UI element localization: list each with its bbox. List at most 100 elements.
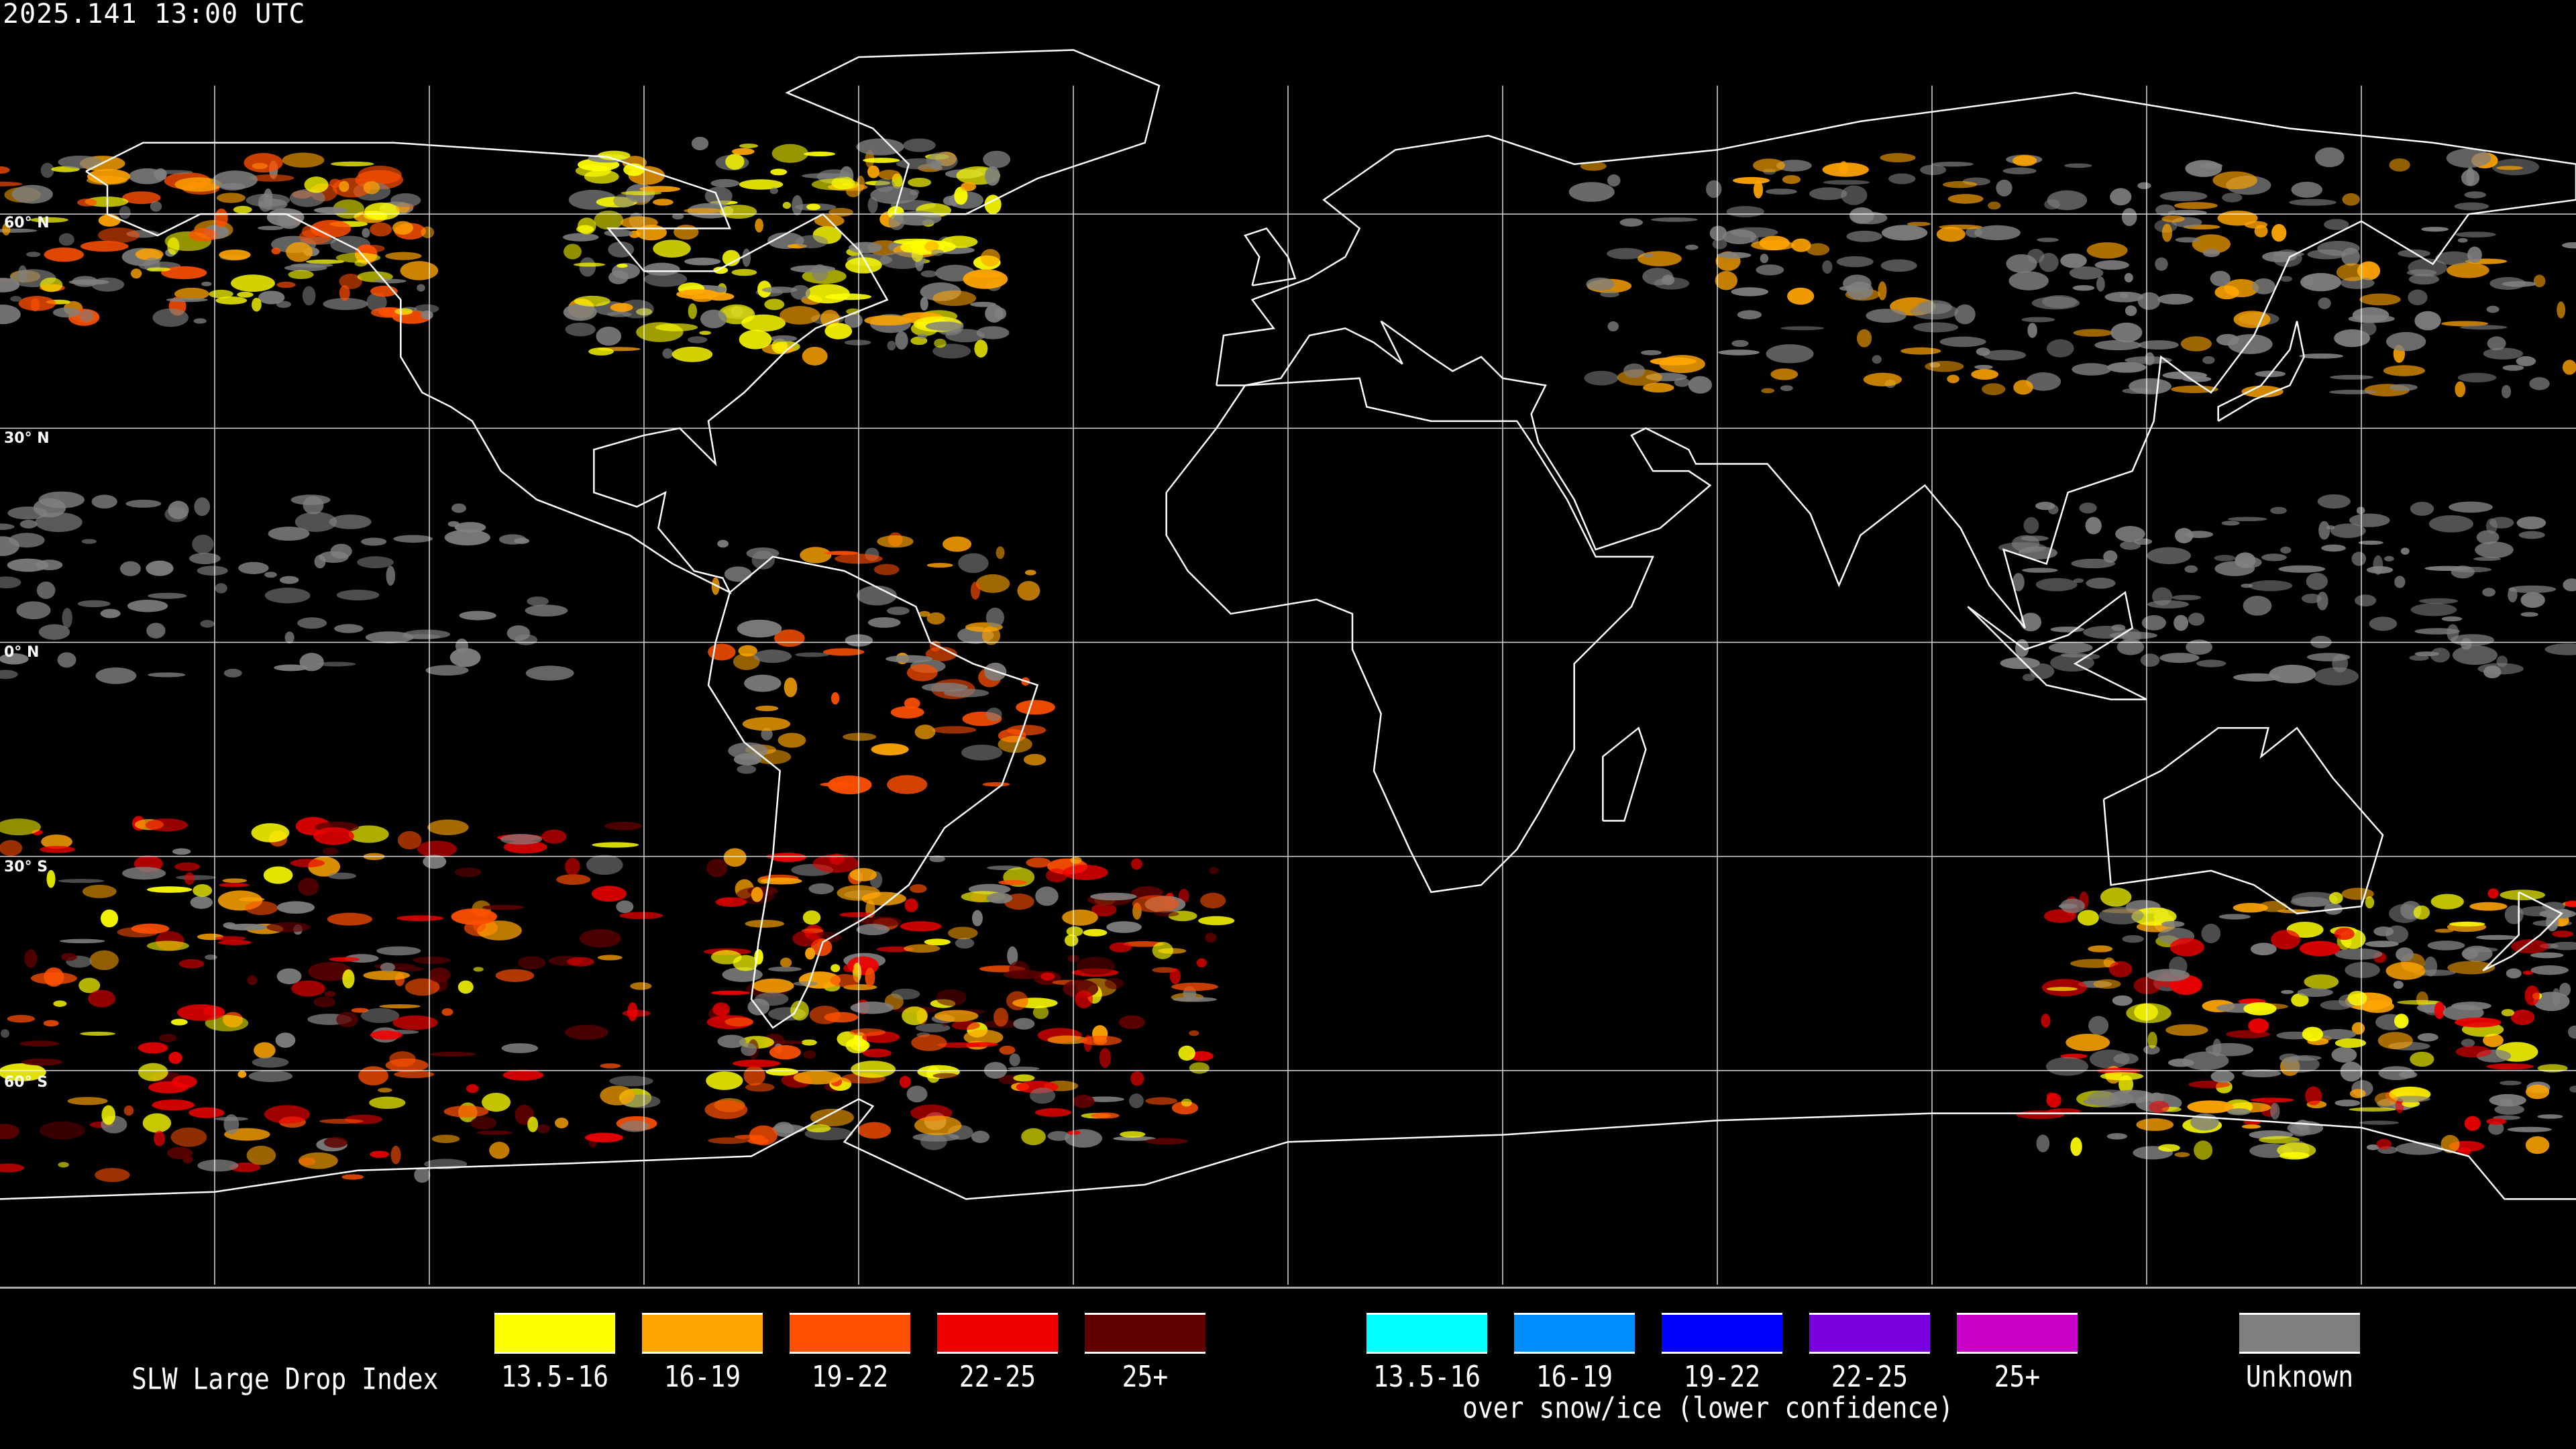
cloud-pixel-cluster <box>369 1096 406 1110</box>
cloud-pixel-cluster <box>223 1114 239 1134</box>
cloud-pixel-cluster <box>306 259 345 264</box>
cloud-pixel-cluster <box>2185 160 2222 177</box>
cloud-pixel-cluster <box>972 910 983 926</box>
cloud-pixel-cluster <box>2184 565 2198 574</box>
swatch-snow-2 <box>1662 1313 1782 1354</box>
cloud-pixel-cluster <box>249 174 294 182</box>
cloud-pixel-cluster <box>2013 380 2033 395</box>
cloud-pixel-cluster <box>712 1002 730 1016</box>
cloud-pixel-cluster <box>1130 1071 1144 1086</box>
cloud-pixel-cluster <box>2318 1029 2357 1040</box>
cloud-pixel-cluster <box>984 195 1002 215</box>
cloud-pixel-cluster <box>276 211 302 229</box>
cloud-pixel-cluster <box>970 301 997 307</box>
cloud-pixel-cluster <box>792 930 820 947</box>
cloud-pixel-cluster <box>2365 941 2399 948</box>
cloud-pixel-cluster <box>80 241 129 252</box>
cloud-pixel-cluster <box>2291 993 2309 1007</box>
cloud-pixel-cluster <box>2248 580 2293 592</box>
cloud-pixel-cluster <box>284 631 294 644</box>
cloud-pixel-cluster <box>1178 1045 1195 1061</box>
cloud-pixel-cluster <box>58 233 74 246</box>
cloud-pixel-cluster <box>1083 928 1108 936</box>
cloud-pixel-cluster <box>98 214 121 227</box>
cloud-pixel-cluster <box>691 136 709 150</box>
label-snow-4: 25+ <box>1994 1359 2041 1394</box>
cloud-pixel-cluster <box>1954 304 1976 325</box>
cloud-pixel-cluster <box>1021 1128 1046 1146</box>
cloud-pixel-cluster <box>0 669 18 680</box>
cloud-pixel-cluster <box>1880 259 1917 272</box>
cloud-pixel-cluster <box>2079 502 2097 514</box>
cloud-pixel-cluster <box>1145 1138 1188 1145</box>
cloud-pixel-cluster <box>138 1063 168 1081</box>
cloud-pixel-cluster <box>385 252 422 260</box>
cloud-pixel-cluster <box>2347 990 2367 1006</box>
cloud-pixel-cluster <box>1753 180 1764 199</box>
cloud-pixel-cluster <box>653 239 691 258</box>
cloud-pixel-cluster <box>1072 1095 1095 1108</box>
cloud-pixel-cluster <box>849 241 882 254</box>
cloud-pixel-cluster <box>282 152 325 168</box>
cloud-pixel-cluster <box>423 855 447 869</box>
cloud-pixel-cluster <box>616 263 628 268</box>
cloud-pixel-cluster <box>951 1020 980 1030</box>
snow-ice-caption: over snow/ice (lower confidence) <box>1462 1391 1954 1425</box>
cloud-pixel-cluster <box>742 716 791 731</box>
cloud-pixel-cluster <box>0 181 23 186</box>
cloud-pixel-cluster <box>2070 1137 2082 1157</box>
cloud-pixel-cluster <box>95 1167 130 1183</box>
cloud-pixel-cluster <box>2467 246 2482 264</box>
cloud-pixel-cluster <box>820 309 840 328</box>
cloud-pixel-cluster <box>604 821 643 830</box>
cloud-pixel-cluster <box>745 1083 775 1092</box>
cloud-pixel-cluster <box>963 1029 1004 1046</box>
cloud-pixel-cluster <box>862 1049 892 1058</box>
cloud-pixel-cluster <box>856 138 904 156</box>
cloud-pixel-cluster <box>2328 892 2343 904</box>
cloud-pixel-cluster <box>827 775 872 795</box>
cloud-pixel-cluster <box>2250 1097 2294 1103</box>
cloud-pixel-cluster <box>1189 1030 1199 1036</box>
cloud-pixel-cluster <box>2072 285 2095 291</box>
cloud-pixel-cluster <box>565 1024 608 1040</box>
cloud-pixel-cluster <box>2086 578 2116 589</box>
cloud-pixel-cluster <box>213 170 258 190</box>
cloud-pixel-cluster <box>755 705 779 712</box>
cloud-pixel-cluster <box>1030 1087 1056 1104</box>
cloud-pixel-cluster <box>0 166 10 174</box>
cloud-pixel-cluster <box>674 224 699 240</box>
cloud-pixel-cluster <box>271 248 281 255</box>
cloud-pixel-cluster <box>887 340 896 351</box>
cloud-pixel-cluster <box>2161 920 2185 928</box>
cloud-pixel-cluster <box>238 561 269 574</box>
cloud-pixel-cluster <box>844 339 871 345</box>
cloud-pixel-cluster <box>918 610 930 617</box>
cloud-pixel-cluster <box>9 533 45 548</box>
cloud-pixel-cluster <box>0 1124 19 1140</box>
cloud-pixel-cluster <box>1152 942 1173 959</box>
cloud-pixel-cluster <box>856 924 890 936</box>
cloud-pixel-cluster <box>0 818 41 836</box>
cloud-pixel-cluster <box>2280 546 2292 554</box>
cloud-pixel-cluster <box>1607 321 1619 332</box>
cloud-pixel-cluster <box>849 1028 886 1036</box>
cloud-pixel-cluster <box>1907 221 1931 227</box>
cloud-pixel-cluster <box>975 574 1010 593</box>
cloud-pixel-cluster <box>2336 263 2369 282</box>
cloud-pixel-cluster <box>263 866 293 884</box>
cloud-pixel-cluster <box>2384 555 2394 561</box>
cloud-pixel-cluster <box>2482 588 2496 597</box>
cloud-pixel-cluster <box>2434 1002 2445 1020</box>
cloud-pixel-cluster <box>2457 237 2468 243</box>
cloud-pixel-cluster <box>2106 1133 2128 1140</box>
cloud-pixel-cluster <box>2012 155 2037 166</box>
cloud-pixel-cluster <box>2435 251 2473 266</box>
cloud-pixel-cluster <box>417 841 458 858</box>
cloud-pixel-cluster <box>2487 336 2506 351</box>
cloud-pixel-cluster <box>2140 653 2160 667</box>
cloud-pixel-cluster <box>2518 531 2545 539</box>
cloud-pixel-cluster <box>1145 1097 1178 1105</box>
cloud-pixel-cluster <box>739 179 784 190</box>
swatch-main-1 <box>642 1313 763 1354</box>
